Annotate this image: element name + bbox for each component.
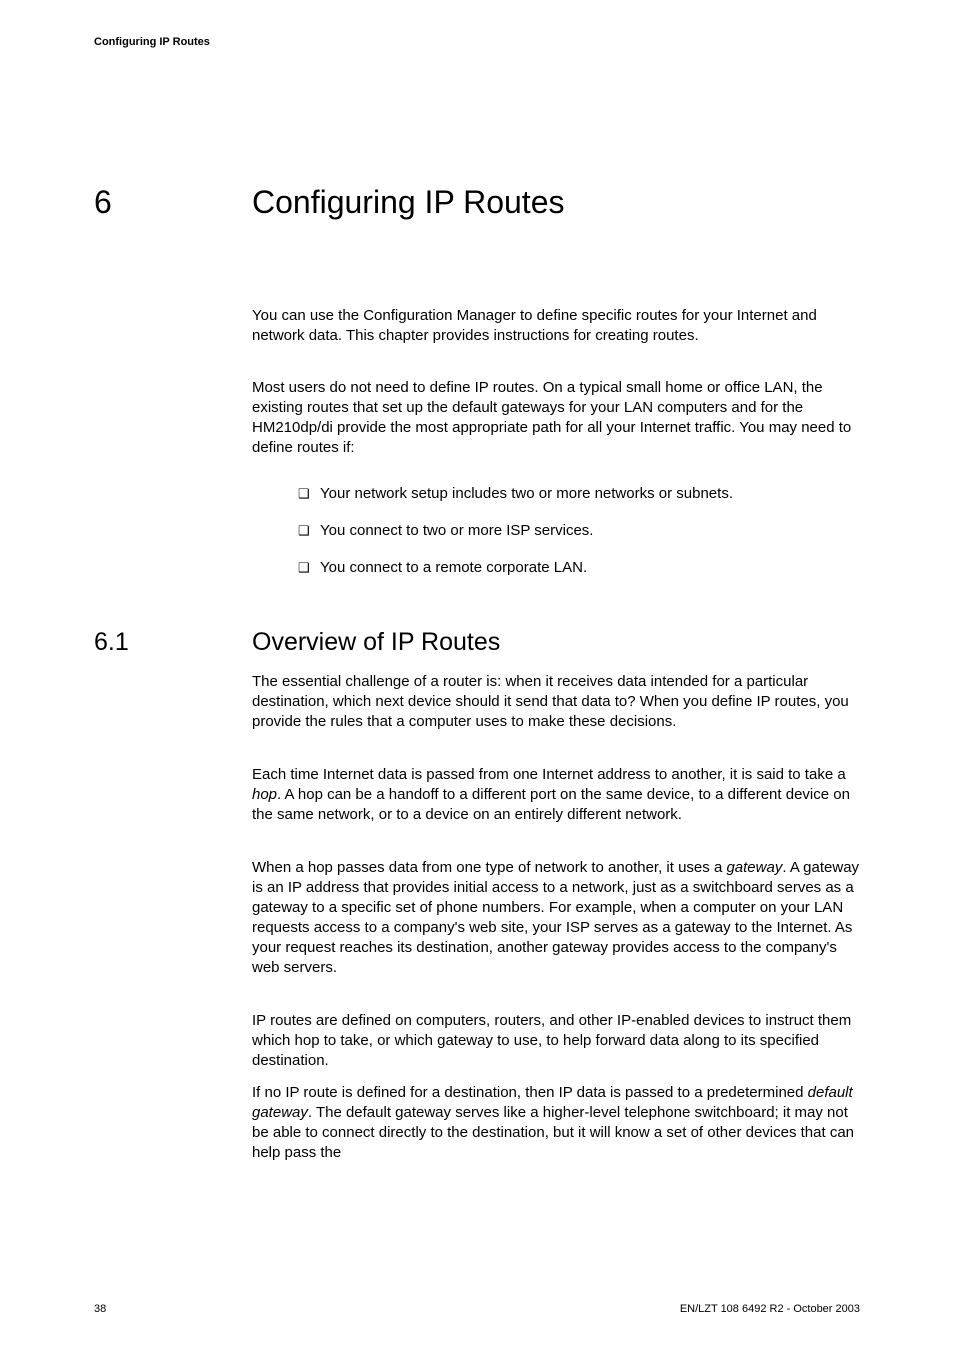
italic-term: gateway bbox=[726, 859, 782, 876]
bullet-item: ❑ Your network setup includes two or mor… bbox=[298, 484, 862, 504]
chapter-title: Configuring IP Routes bbox=[252, 184, 564, 221]
section-title: Overview of IP Routes bbox=[252, 628, 500, 657]
overview-paragraph: IP routes are defined on computers, rout… bbox=[252, 1011, 862, 1071]
bullet-marker-icon: ❑ bbox=[298, 521, 320, 541]
text-span: . The default gateway serves like a high… bbox=[252, 1104, 854, 1161]
text-span: . A hop can be a handoff to a different … bbox=[252, 786, 850, 823]
section-number: 6.1 bbox=[94, 628, 129, 657]
overview-paragraph: The essential challenge of a router is: … bbox=[252, 672, 862, 732]
running-header: Configuring IP Routes bbox=[94, 36, 210, 48]
text-span: When a hop passes data from one type of … bbox=[252, 859, 726, 876]
bullet-text: You connect to two or more ISP services. bbox=[320, 521, 862, 541]
intro-paragraph: You can use the Configuration Manager to… bbox=[252, 306, 862, 346]
intro-paragraph: Most users do not need to define IP rout… bbox=[252, 378, 862, 458]
bullet-item: ❑ You connect to two or more ISP service… bbox=[298, 521, 862, 541]
overview-paragraph: Each time Internet data is passed from o… bbox=[252, 765, 862, 825]
text-span: If no IP route is defined for a destinat… bbox=[252, 1084, 808, 1101]
page-number: 38 bbox=[94, 1303, 106, 1315]
chapter-number: 6 bbox=[94, 184, 112, 221]
overview-paragraph: If no IP route is defined for a destinat… bbox=[252, 1083, 862, 1163]
bullet-marker-icon: ❑ bbox=[298, 484, 320, 504]
bullet-text: You connect to a remote corporate LAN. bbox=[320, 558, 862, 578]
overview-paragraph: When a hop passes data from one type of … bbox=[252, 858, 862, 978]
italic-term: hop bbox=[252, 786, 277, 803]
bullet-marker-icon: ❑ bbox=[298, 558, 320, 578]
bullet-text: Your network setup includes two or more … bbox=[320, 484, 862, 504]
text-span: Each time Internet data is passed from o… bbox=[252, 766, 846, 783]
doc-info: EN/LZT 108 6492 R2 - October 2003 bbox=[680, 1303, 860, 1315]
bullet-item: ❑ You connect to a remote corporate LAN. bbox=[298, 558, 862, 578]
text-span: . A gateway is an IP address that provid… bbox=[252, 859, 859, 976]
